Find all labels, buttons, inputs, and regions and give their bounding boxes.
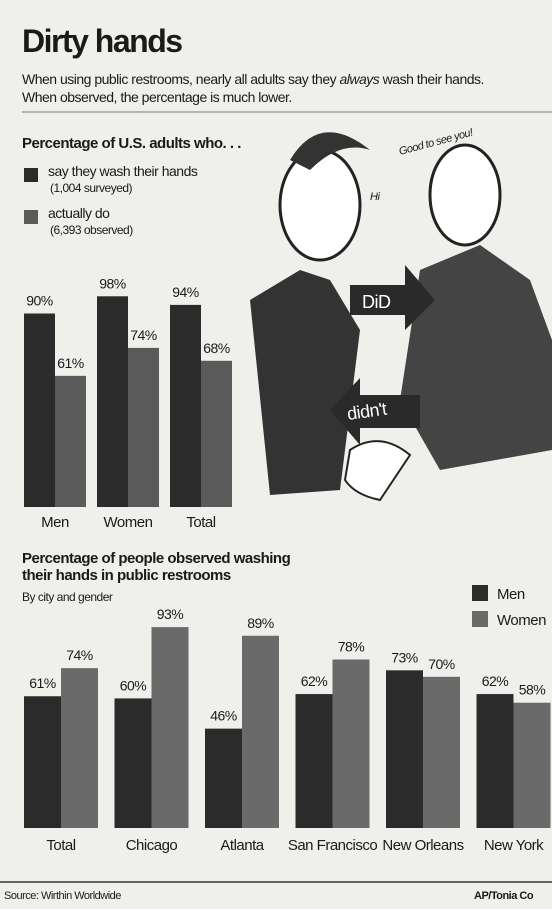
value-label: 62% xyxy=(482,673,509,689)
bar xyxy=(205,728,242,828)
value-label: 89% xyxy=(247,615,274,631)
value-label: 90% xyxy=(26,293,53,309)
value-label: 93% xyxy=(157,606,184,622)
illustration: DiD didn't Good to see you! Hi xyxy=(250,127,552,502)
legend-swatch xyxy=(24,168,38,182)
figure-right-body xyxy=(400,245,552,470)
bar xyxy=(201,360,232,507)
subtitle-part: When using public restrooms, nearly all … xyxy=(22,71,340,87)
bar xyxy=(97,296,128,507)
figure-left-hair xyxy=(290,132,370,170)
category-label: New Orleans xyxy=(382,837,463,854)
bar xyxy=(114,698,152,828)
value-label: 74% xyxy=(130,327,157,343)
bar xyxy=(170,304,201,507)
bar xyxy=(242,635,279,828)
value-label: 94% xyxy=(172,284,199,300)
subtitle: When using public restrooms, nearly all … xyxy=(22,71,484,87)
value-label: 62% xyxy=(301,673,328,689)
value-label: 70% xyxy=(428,656,455,672)
legend-label: Men xyxy=(497,586,525,603)
legend-label: say they wash their hands xyxy=(48,163,198,179)
value-label: 73% xyxy=(391,649,418,665)
bar xyxy=(295,694,333,828)
figure-left-body xyxy=(250,270,360,495)
subtitle: When observed, the percentage is much lo… xyxy=(22,89,292,105)
legend-label: actually do xyxy=(48,205,110,221)
value-label: 74% xyxy=(66,647,93,663)
value-label: 61% xyxy=(29,675,56,691)
chart-subtitle: By city and gender xyxy=(22,590,113,604)
category-label: Men xyxy=(41,514,69,531)
value-label: 46% xyxy=(210,708,237,724)
category-label: Total xyxy=(46,837,75,854)
value-label: 60% xyxy=(120,677,147,693)
handshake xyxy=(343,440,412,502)
category-label: Chicago xyxy=(126,837,178,854)
bar xyxy=(24,696,61,828)
bar xyxy=(55,375,86,507)
bar xyxy=(128,347,159,507)
chart-title: Percentage of people observed washing xyxy=(22,550,291,567)
legend-swatch xyxy=(472,585,488,601)
category-label: New York xyxy=(484,837,544,854)
subtitle-emphasis: always xyxy=(340,71,380,87)
legend-swatch xyxy=(24,210,38,224)
value-label: 68% xyxy=(203,340,230,356)
legend-note: (1,004 surveyed) xyxy=(50,181,133,195)
value-label: 98% xyxy=(99,275,126,291)
category-label: San Francisco xyxy=(288,837,378,854)
legend-swatch xyxy=(472,611,488,627)
figure-left-head xyxy=(278,148,362,262)
category-label: Women xyxy=(104,514,153,531)
bar xyxy=(476,694,514,828)
bar xyxy=(332,659,370,828)
source: Source: Wirthin Worldwide xyxy=(4,890,121,902)
illustration-label: Hi xyxy=(370,191,380,203)
value-label: 61% xyxy=(57,355,84,371)
value-label: 58% xyxy=(519,682,546,698)
bar xyxy=(151,627,189,828)
legend-label: Women xyxy=(497,612,546,629)
value-label: 78% xyxy=(338,639,365,655)
bar xyxy=(386,670,423,828)
category-label: Total xyxy=(186,514,215,531)
bar xyxy=(513,702,551,828)
legend-note: (6,393 observed) xyxy=(50,223,133,237)
illustration-label: DiD xyxy=(362,292,391,312)
chart-title: Percentage of U.S. adults who. . . xyxy=(22,135,241,152)
category-label: Atlanta xyxy=(220,837,264,854)
subtitle-part: wash their hands. xyxy=(379,71,484,87)
arrow-did xyxy=(350,265,435,330)
credit: AP/Tonia Co xyxy=(474,890,534,902)
bar xyxy=(61,668,98,828)
arrow-didnt xyxy=(330,378,420,445)
figure-right-head xyxy=(428,143,502,247)
bar xyxy=(24,313,55,507)
title: Dirty hands xyxy=(22,23,182,59)
bar xyxy=(423,676,460,828)
chart-title: their hands in public restrooms xyxy=(22,567,231,584)
